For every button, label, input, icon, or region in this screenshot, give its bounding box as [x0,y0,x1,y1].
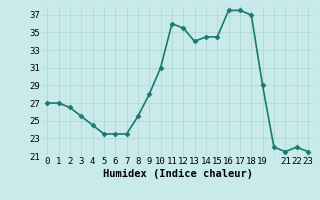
X-axis label: Humidex (Indice chaleur): Humidex (Indice chaleur) [103,169,252,179]
